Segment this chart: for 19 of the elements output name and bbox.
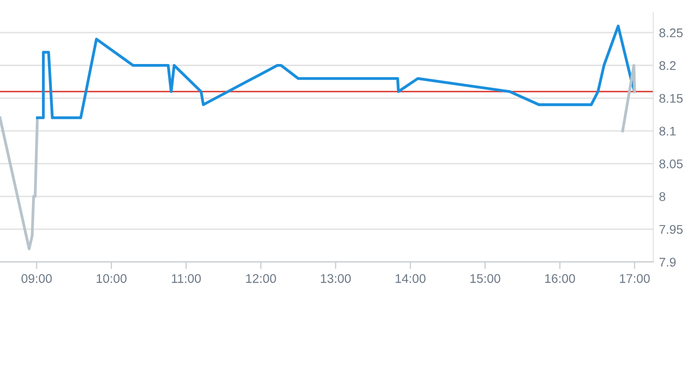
y-tick-label: 8 bbox=[659, 192, 666, 202]
x-tick-label: 11:00 bbox=[172, 274, 201, 283]
x-tick-label: 14:00 bbox=[396, 274, 426, 283]
y-tick-label: 8.2 bbox=[659, 61, 676, 70]
line-series bbox=[36, 24, 636, 120]
x-tick-label: 13:00 bbox=[320, 274, 351, 283]
y-tick-label: 7.95 bbox=[659, 224, 683, 234]
x-tick-label: 09:00 bbox=[21, 274, 52, 283]
x-tick-label: 12:00 bbox=[246, 274, 276, 283]
y-tick-label: 8.15 bbox=[659, 94, 683, 103]
line-series bbox=[0, 116, 39, 250]
y-tick-label: 8.25 bbox=[659, 28, 683, 38]
x-tick-label: 17:00 bbox=[620, 274, 650, 283]
y-tick-label: 8.1 bbox=[659, 126, 676, 136]
x-tick-label: 10:00 bbox=[96, 274, 127, 283]
x-tick-label: 15:00 bbox=[470, 274, 500, 283]
x-tick-label: 16:00 bbox=[545, 274, 576, 283]
y-tick-label: 7.9 bbox=[659, 258, 676, 267]
y-tick-label: 8.05 bbox=[659, 159, 683, 168]
